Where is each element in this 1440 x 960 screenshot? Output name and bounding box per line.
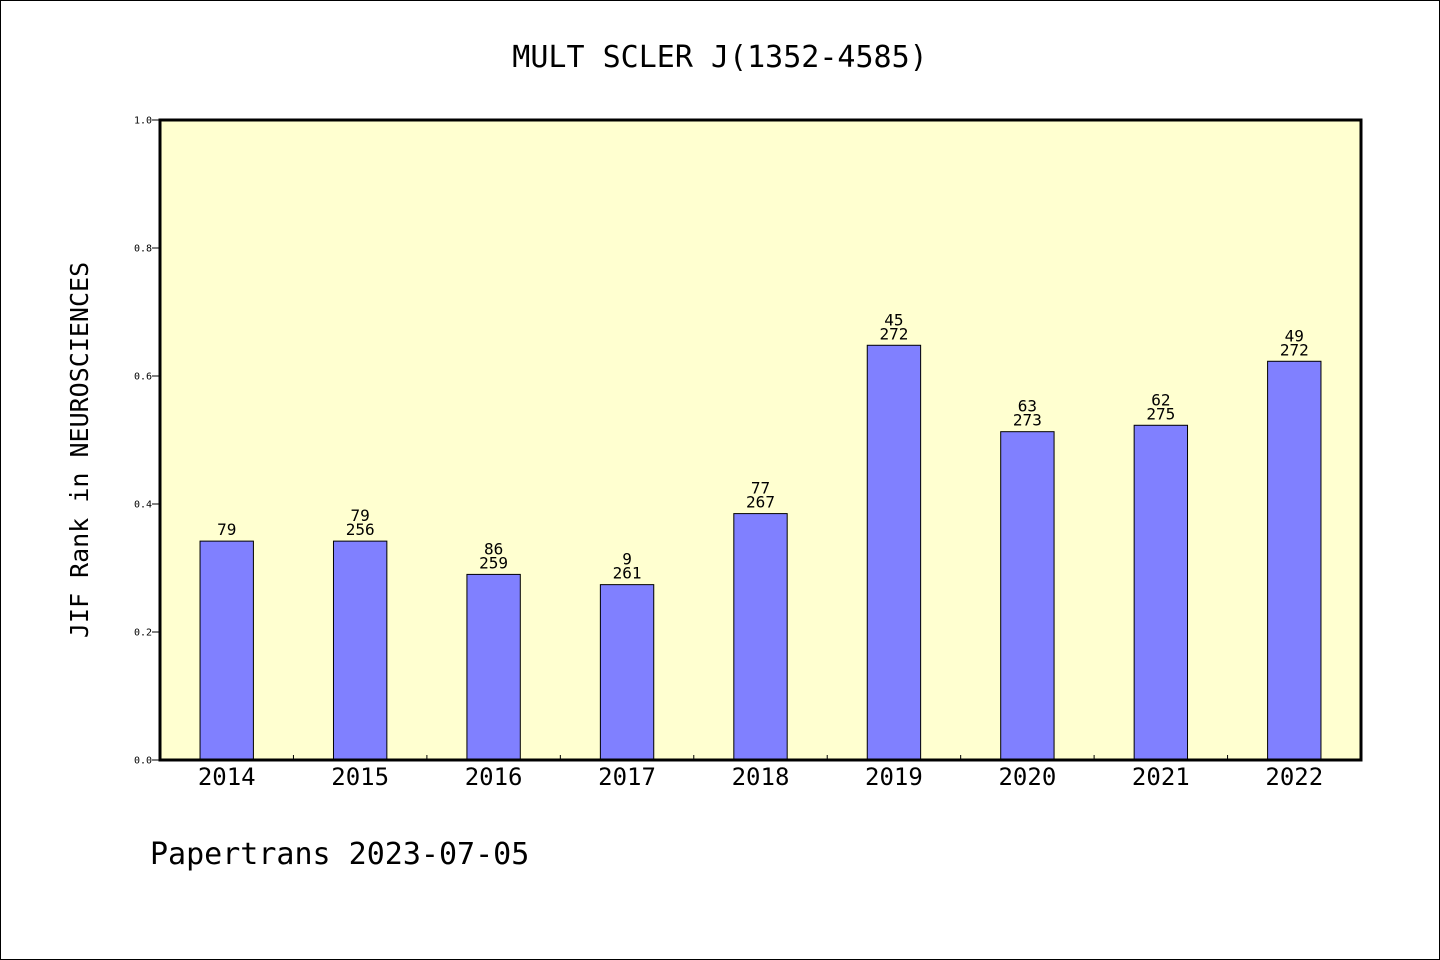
y-tick-label-1.0: 1.0 bbox=[134, 116, 152, 127]
bar-label-2015-2: 256 bbox=[346, 520, 375, 539]
bar-2021 bbox=[1133, 424, 1189, 761]
bar-2015 bbox=[332, 540, 388, 761]
x-tick-label-2021: 2021 bbox=[1132, 763, 1190, 791]
x-axis-ticks: 2014 2015 2016 2017 2018 2019 2020 2021 2022 bbox=[198, 755, 1323, 791]
bar-label-2019-2: 272 bbox=[879, 324, 908, 343]
y-tick-label-0.0: 0.0 bbox=[134, 756, 152, 767]
bar-label-2019-1: 45 bbox=[884, 310, 903, 329]
bar-label-2021-1: 62 bbox=[1151, 390, 1170, 409]
bar-label-2018-1: 77 bbox=[751, 479, 770, 498]
bar-label-2016-1: 86 bbox=[484, 539, 503, 558]
x-tick-label-2018: 2018 bbox=[732, 763, 790, 791]
bar-2020 bbox=[1000, 431, 1055, 761]
bar-label-2017-1: 9 bbox=[622, 550, 632, 569]
x-tick-label-2019: 2019 bbox=[865, 763, 923, 791]
x-tick-label-2022: 2022 bbox=[1265, 763, 1323, 791]
bar-label-2016-2: 259 bbox=[479, 553, 508, 572]
bar-label-2020-2: 273 bbox=[1013, 411, 1042, 430]
x-tick-label-2015: 2015 bbox=[331, 763, 389, 791]
bar-label-2018-2: 267 bbox=[746, 493, 775, 512]
bar-2018 bbox=[733, 513, 788, 761]
bar-2019 bbox=[866, 344, 922, 761]
bar-2016 bbox=[466, 573, 521, 761]
bar-2014 bbox=[199, 540, 254, 761]
bar-2017 bbox=[599, 584, 655, 761]
x-tick-label-2016: 2016 bbox=[465, 763, 523, 791]
x-tick-label-2017: 2017 bbox=[598, 763, 656, 791]
x-tick-label-2020: 2020 bbox=[998, 763, 1056, 791]
plot-border bbox=[158, 118, 1363, 762]
bar-label-2017-2: 261 bbox=[613, 564, 642, 583]
y-tick-label-0.8: 0.8 bbox=[134, 244, 152, 255]
x-tick-label-2014: 2014 bbox=[198, 763, 256, 791]
bar-2022 bbox=[1267, 360, 1322, 761]
y-tick-label-0.2: 0.2 bbox=[134, 628, 152, 639]
chart-title: MULT SCLER J(1352-4585) bbox=[512, 40, 927, 75]
bar-label-2014-1: 79 bbox=[217, 520, 236, 539]
bar-label-2020-1: 63 bbox=[1018, 397, 1037, 416]
bar-label-2015-1: 79 bbox=[351, 506, 370, 525]
y-tick-label-0.6: 0.6 bbox=[134, 372, 152, 383]
bar-label-2021-2: 275 bbox=[1146, 404, 1175, 423]
footer-text: Papertrans 2023-07-05 bbox=[150, 837, 529, 872]
bars-group bbox=[199, 344, 1322, 761]
bar-label-2022-2: 272 bbox=[1280, 340, 1309, 359]
y-axis-ticks: 0.0 0.2 0.4 0.6 0.8 1.0 bbox=[134, 116, 160, 767]
bar-label-2022-1: 49 bbox=[1285, 326, 1304, 345]
y-tick-label-0.4: 0.4 bbox=[134, 500, 152, 511]
y-axis-label: JIF Rank in NEUROSCIENCES bbox=[65, 262, 94, 638]
